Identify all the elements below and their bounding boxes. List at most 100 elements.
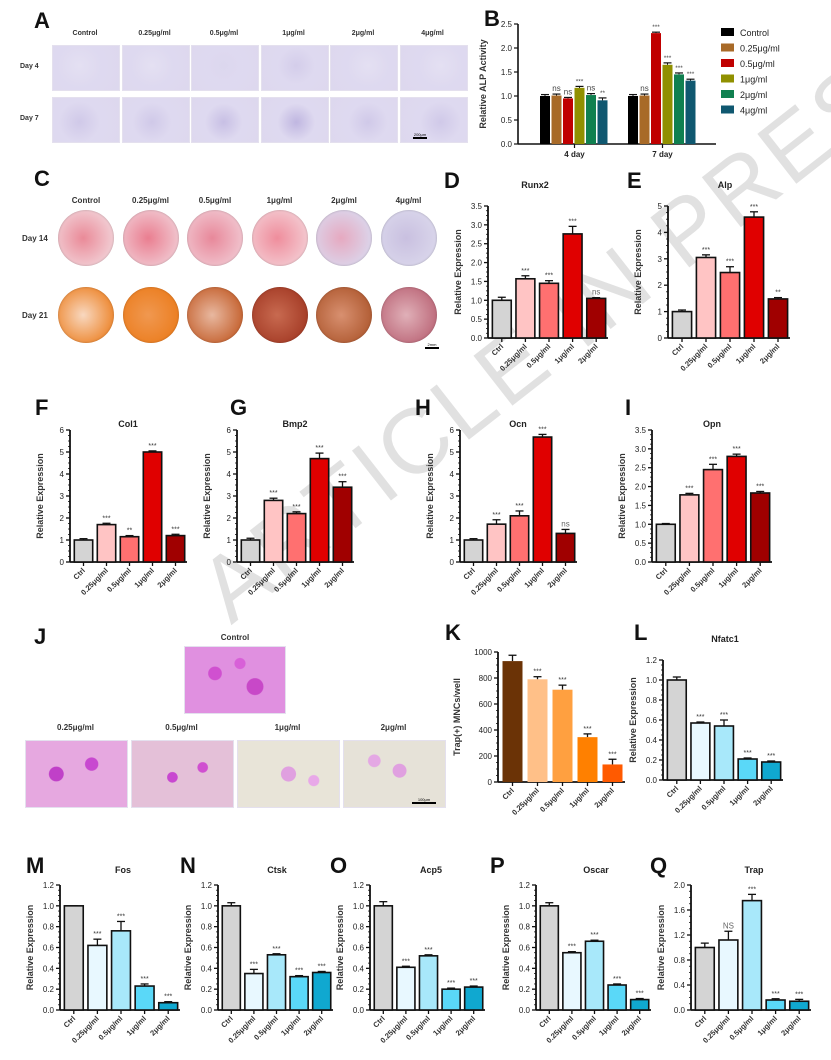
significance-label: *** (608, 751, 616, 758)
y-tick-label: 5 (60, 448, 65, 457)
y-tick-label: 1.0 (43, 902, 55, 911)
bar (539, 905, 560, 1011)
bar (749, 492, 771, 563)
culture-dish (251, 287, 308, 343)
x-tick-label: 0.5μg/ml (728, 1014, 756, 1042)
y-tick-label: 0 (60, 558, 65, 567)
x-tick-label: 1μg/ml (567, 786, 590, 809)
y-tick-label: 0.8 (43, 923, 55, 932)
significance-label: *** (521, 268, 529, 275)
y-tick-label: 6 (227, 426, 232, 435)
y-tick-label: 2.0 (501, 44, 513, 53)
alp-stain-image (399, 45, 468, 91)
significance-label: *** (636, 991, 644, 998)
y-axis-label: Relative Expression (183, 905, 193, 991)
bar (577, 737, 598, 782)
y-tick-label: 1.5 (635, 501, 647, 510)
bar (240, 539, 261, 563)
y-tick-label: 1.2 (43, 881, 55, 890)
y-tick-label: 5 (227, 448, 232, 457)
x-tick-label: 1μg/ml (125, 1014, 148, 1037)
column-label: 0.5μg/ml (198, 196, 232, 205)
y-tick-label: 2 (658, 281, 663, 290)
bar (628, 96, 638, 144)
significance-label: *** (675, 65, 683, 72)
panel-letter: N (180, 853, 196, 878)
bar (165, 534, 186, 563)
significance-label: *** (424, 947, 432, 954)
significance-label: *** (664, 55, 672, 62)
x-tick-label: 2μg/ml (302, 1014, 325, 1037)
x-tick-label: Ctrl (500, 786, 516, 802)
legend-label: Control (740, 28, 769, 38)
bar (396, 966, 416, 1011)
legend-label: 0.5μg/ml (740, 59, 775, 69)
significance-label: *** (171, 526, 179, 533)
y-tick-label: 3.5 (635, 426, 647, 435)
y-tick-label: 0.4 (674, 981, 686, 990)
panel-letter: I (625, 395, 631, 420)
significance-label: ns (561, 519, 569, 528)
significance-label: *** (726, 259, 734, 266)
legend-swatch (721, 105, 734, 114)
culture-dish (251, 210, 308, 266)
y-tick-label: 0.0 (501, 140, 513, 149)
x-tick-label: Ctrl (665, 784, 681, 800)
x-tick-label: Ctrl (219, 1014, 235, 1030)
y-tick-label: 2 (60, 514, 65, 523)
panel-letter: D (444, 168, 460, 193)
chart-title: Bmp2 (282, 419, 307, 429)
legend-swatch (721, 59, 734, 67)
x-tick-label: Ctrl (670, 342, 686, 358)
y-tick-label: 0.2 (43, 985, 55, 994)
bar (743, 216, 765, 339)
y-tick-label: 0.8 (353, 923, 365, 932)
chart-k-trap-mncs: 0 200 400 600 800 1000 Trap(+) MNCs/well Ctrl **… (445, 620, 625, 817)
significance-label: *** (318, 963, 326, 970)
x-tick-label: 2μg/ml (155, 566, 178, 589)
y-tick-label: 5 (450, 448, 455, 457)
bar (110, 930, 132, 1011)
significance-label: ns (640, 84, 648, 93)
y-tick-label: 600 (479, 700, 493, 709)
scale-bar: 200μm (413, 132, 427, 139)
culture-dish (316, 210, 372, 266)
significance-label: *** (687, 71, 695, 78)
x-tick-label: 1μg/ml (597, 1014, 620, 1037)
panel-letter: F (35, 395, 48, 420)
bar (767, 298, 789, 339)
y-tick-label: 3.5 (471, 202, 483, 211)
y-tick-label: 3 (60, 492, 65, 501)
row-label: Day 7 (20, 115, 39, 122)
bar (73, 539, 94, 563)
column-label: 1μg/ml (282, 30, 305, 37)
chart-title: Trap (744, 865, 764, 875)
significance-label: *** (576, 78, 584, 85)
significance-label: *** (590, 932, 598, 939)
bar (332, 486, 353, 563)
bar (289, 975, 309, 1011)
bar (737, 758, 758, 781)
chart-title: Fos (115, 865, 131, 875)
significance-label: *** (545, 273, 553, 280)
bar (502, 661, 523, 782)
culture-dish (187, 210, 243, 266)
scale-bar: 2mm (425, 342, 439, 349)
y-tick-label: 0.0 (471, 334, 483, 343)
column-label: 2μg/ml (351, 30, 375, 37)
alp-stain-image (260, 45, 329, 91)
y-tick-label: 400 (479, 726, 493, 735)
panel-letter: M (26, 853, 44, 878)
panel-letter: G (230, 395, 247, 420)
culture-dish (380, 287, 437, 343)
x-tick-label: 1μg/ml (522, 566, 545, 589)
control-label: Control (220, 633, 250, 642)
bar (584, 940, 605, 1011)
bar (563, 98, 573, 144)
y-tick-label: 0.0 (43, 1006, 55, 1015)
trap-stain-image (237, 740, 340, 808)
bar (551, 95, 562, 144)
significance-label: *** (756, 483, 764, 490)
alp-stain-image (399, 97, 468, 143)
